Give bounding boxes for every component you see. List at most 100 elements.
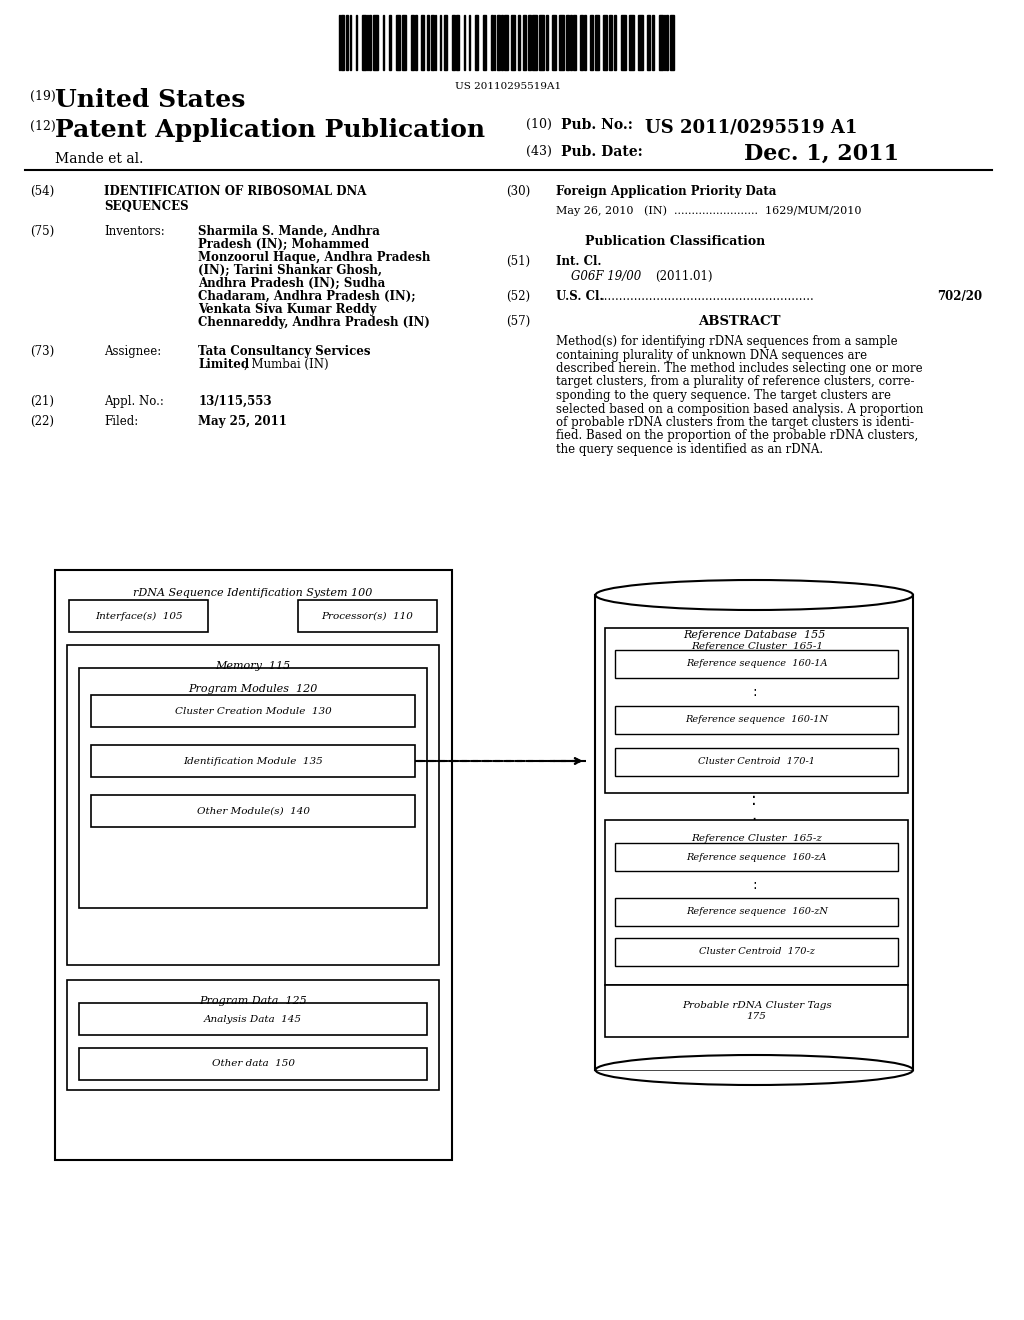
Text: sponding to the query sequence. The target clusters are: sponding to the query sequence. The targ… <box>556 389 891 403</box>
Bar <box>580 15 583 70</box>
Text: Appl. No.:: Appl. No.: <box>104 395 164 408</box>
Bar <box>362 15 367 70</box>
Text: selected based on a composition based analysis. A proportion: selected based on a composition based an… <box>556 403 923 416</box>
Bar <box>70 601 209 632</box>
Bar <box>523 15 526 70</box>
Text: Sharmila S. Mande, Andhra: Sharmila S. Mande, Andhra <box>199 224 380 238</box>
Bar <box>615 748 898 776</box>
Bar <box>504 15 508 70</box>
Bar <box>415 15 417 70</box>
Text: Method(s) for identifying rDNA sequences from a sample: Method(s) for identifying rDNA sequences… <box>556 335 897 348</box>
Text: fied. Based on the proportion of the probable rDNA clusters,: fied. Based on the proportion of the pro… <box>556 429 918 442</box>
Ellipse shape <box>595 1055 913 1085</box>
Bar <box>389 15 391 70</box>
Text: Reference Cluster  165-z: Reference Cluster 165-z <box>691 834 822 843</box>
Bar <box>605 820 908 985</box>
Text: described herein. The method includes selecting one or more: described herein. The method includes se… <box>556 362 923 375</box>
Text: Assignee:: Assignee: <box>104 345 162 358</box>
Text: (52): (52) <box>506 290 530 304</box>
Bar <box>91 696 415 727</box>
Text: Other data  150: Other data 150 <box>212 1060 295 1068</box>
Text: (21): (21) <box>30 395 54 408</box>
Bar <box>298 601 436 632</box>
Text: Reference sequence  160-1N: Reference sequence 160-1N <box>685 715 828 725</box>
Text: , Mumbai (IN): , Mumbai (IN) <box>244 358 329 371</box>
Bar <box>659 15 663 70</box>
Bar <box>498 15 500 70</box>
Text: (10): (10) <box>526 117 552 131</box>
Text: the query sequence is identified as an rDNA.: the query sequence is identified as an r… <box>556 444 823 455</box>
Bar <box>622 15 627 70</box>
Text: 702/20: 702/20 <box>937 290 982 304</box>
Bar <box>615 843 898 871</box>
Text: Interface(s)  105: Interface(s) 105 <box>95 611 182 620</box>
Bar <box>615 706 898 734</box>
Text: (22): (22) <box>30 414 54 428</box>
Bar <box>615 898 898 927</box>
Text: Tata Consultancy Services: Tata Consultancy Services <box>199 345 371 358</box>
Text: Program Modules  120: Program Modules 120 <box>188 684 317 694</box>
Text: May 25, 2011: May 25, 2011 <box>199 414 288 428</box>
Text: Venkata Siva Kumar Reddy: Venkata Siva Kumar Reddy <box>199 304 377 315</box>
Text: containing plurality of unknown DNA sequences are: containing plurality of unknown DNA sequ… <box>556 348 867 362</box>
Bar <box>615 649 898 678</box>
Text: Monzoorul Haque, Andhra Pradesh: Monzoorul Haque, Andhra Pradesh <box>199 251 431 264</box>
Text: Reference Database  155: Reference Database 155 <box>683 630 825 640</box>
Text: Andhra Pradesh (IN); Sudha: Andhra Pradesh (IN); Sudha <box>199 277 386 290</box>
Bar <box>531 15 537 70</box>
Text: IDENTIFICATION OF RIBOSOMAL DNA
SEQUENCES: IDENTIFICATION OF RIBOSOMAL DNA SEQUENCE… <box>104 185 367 213</box>
Bar <box>629 15 634 70</box>
Bar <box>373 15 378 70</box>
Bar <box>54 570 452 1160</box>
Text: Analysis Data  145: Analysis Data 145 <box>204 1015 302 1023</box>
Text: (12): (12) <box>30 120 55 133</box>
Text: Foreign Application Priority Data: Foreign Application Priority Data <box>556 185 776 198</box>
Text: Chennareddy, Andhra Pradesh (IN): Chennareddy, Andhra Pradesh (IN) <box>199 315 430 329</box>
Text: :: : <box>752 685 757 700</box>
Text: Filed:: Filed: <box>104 414 138 428</box>
Text: :: : <box>752 878 757 892</box>
Text: (54): (54) <box>30 185 54 198</box>
Text: Limited: Limited <box>199 358 250 371</box>
Text: :: : <box>752 791 757 809</box>
Bar <box>539 15 544 70</box>
Bar <box>565 15 568 70</box>
Ellipse shape <box>595 579 913 610</box>
Bar <box>603 15 607 70</box>
Bar <box>559 15 563 70</box>
Bar <box>652 15 654 70</box>
Text: Reference Cluster  165-1: Reference Cluster 165-1 <box>691 642 822 651</box>
Text: Cluster Centroid  170-z: Cluster Centroid 170-z <box>698 948 815 957</box>
Text: (2011.01): (2011.01) <box>655 271 713 282</box>
Text: (19): (19) <box>30 90 55 103</box>
Bar <box>609 15 612 70</box>
Text: .........................................................: ........................................… <box>600 290 814 304</box>
Text: Cluster Creation Module  130: Cluster Creation Module 130 <box>175 706 332 715</box>
Text: Pub. No.:: Pub. No.: <box>561 117 633 132</box>
Text: Program Data  125: Program Data 125 <box>200 997 307 1006</box>
Text: of probable rDNA clusters from the target clusters is identi-: of probable rDNA clusters from the targe… <box>556 416 913 429</box>
Bar <box>483 15 486 70</box>
Text: Chadaram, Andhra Pradesh (IN);: Chadaram, Andhra Pradesh (IN); <box>199 290 416 304</box>
Text: 13/115,553: 13/115,553 <box>199 395 272 408</box>
Bar <box>615 939 898 966</box>
Text: (73): (73) <box>30 345 54 358</box>
Text: Publication Classification: Publication Classification <box>585 235 765 248</box>
Bar <box>492 15 494 70</box>
Bar <box>91 744 415 777</box>
Bar <box>584 15 586 70</box>
Text: US 20110295519A1: US 20110295519A1 <box>455 82 561 91</box>
Text: Cluster Centroid  170-1: Cluster Centroid 170-1 <box>698 758 815 767</box>
Bar <box>595 15 599 70</box>
Text: U.S. Cl.: U.S. Cl. <box>556 290 603 304</box>
Text: ABSTRACT: ABSTRACT <box>698 315 780 327</box>
Bar <box>370 15 371 70</box>
Text: United States: United States <box>54 88 245 112</box>
Text: Int. Cl.: Int. Cl. <box>556 255 601 268</box>
Bar <box>396 15 400 70</box>
Text: Mande et al.: Mande et al. <box>54 152 143 166</box>
Bar <box>427 15 429 70</box>
Bar <box>456 15 460 70</box>
Text: Reference sequence  160-1A: Reference sequence 160-1A <box>686 660 827 668</box>
Text: (51): (51) <box>506 255 530 268</box>
